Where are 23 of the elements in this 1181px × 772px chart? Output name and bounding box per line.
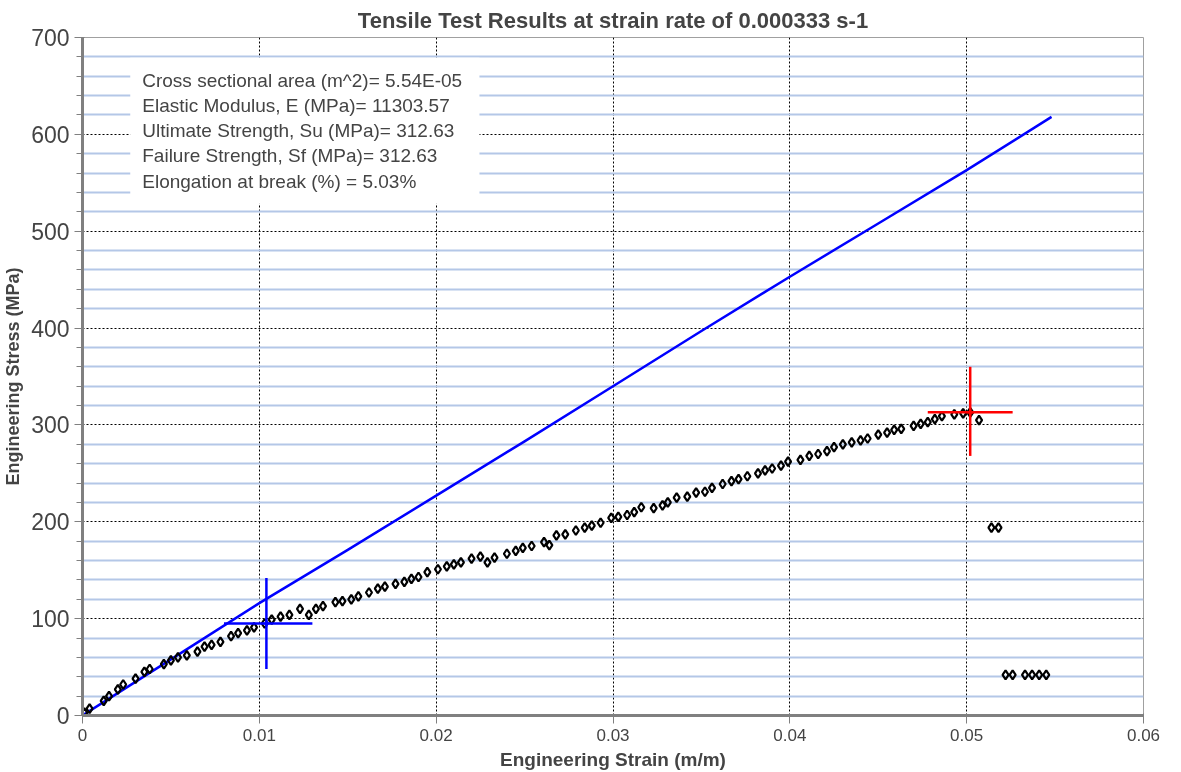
annotation: Elongation at break (%) = 5.03%: [142, 170, 417, 192]
x-tick-label: 0: [77, 725, 88, 745]
x-tick-label: 0.04: [773, 725, 807, 745]
y-tick-label: 300: [31, 412, 70, 439]
x-tick-label: 0.02: [419, 725, 453, 745]
annotation: Ultimate Strength, Su (MPa)= 312.63: [142, 120, 455, 142]
y-tick-label: 600: [31, 121, 70, 148]
annotation: Elastic Modulus, E (MPa)= 11303.57: [142, 95, 450, 117]
x-tick-label: 0.05: [950, 725, 984, 745]
y-tick-label: 400: [31, 315, 70, 342]
y-axis-title: Engineering Stress (MPa): [3, 267, 24, 486]
x-axis-title: Engineering Strain (m/m): [500, 748, 726, 770]
y-tick-label: 0: [56, 703, 70, 729]
y-tick-label: 200: [31, 509, 70, 536]
x-tick-label: 0.01: [242, 725, 276, 745]
x-tick-label: 0.03: [596, 725, 630, 745]
annotation: Cross sectional area (m^2)= 5.54E-05: [142, 69, 463, 91]
y-tick-label: 500: [31, 218, 70, 245]
x-tick-label: 0.06: [1126, 725, 1161, 745]
chart-title: Tensile Test Results at strain rate of 0.000333 s-1: [357, 7, 869, 33]
y-tick-label: 700: [31, 25, 70, 51]
annotation: Failure Strength, Sf (MPa)= 312.63: [142, 145, 438, 167]
y-tick-label: 100: [31, 606, 70, 633]
